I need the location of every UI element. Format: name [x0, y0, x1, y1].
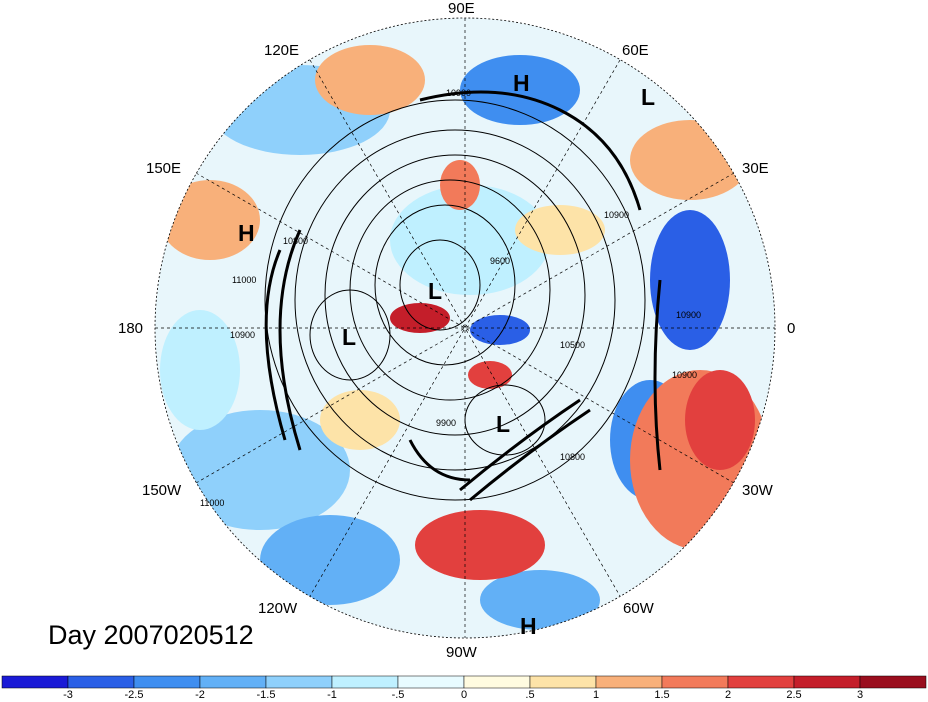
lon-label-30w: 30W: [742, 482, 773, 499]
colorbar-tick-label: 2.5: [786, 689, 802, 701]
low-pressure-marker: L: [641, 84, 656, 110]
colorbar-tick-label: -1.5: [256, 689, 276, 701]
colorbar-swatch: [331, 675, 399, 689]
colorbar-tick-label: -2: [195, 689, 205, 701]
colorbar-tick-label: 2: [724, 689, 732, 701]
lon-label-60e: 60E: [622, 42, 649, 59]
contour-label: 10900: [672, 370, 698, 380]
low-pressure-marker: L: [342, 324, 357, 350]
colorbar-swatch: [265, 675, 333, 689]
anomaly-field: [155, 18, 775, 638]
contour-label: 10800: [283, 236, 309, 246]
colorbar-tick-label: .5: [525, 689, 535, 701]
high-pressure-marker: H: [238, 220, 255, 246]
lon-label-90w: 90W: [446, 644, 477, 661]
contour-label: 10900: [676, 310, 702, 320]
lon-label-150e: 150E: [146, 160, 182, 177]
lon-label-30e: 30E: [742, 160, 769, 177]
lon-label-150w: 150W: [142, 482, 182, 499]
lon-label-180: 180: [118, 320, 144, 337]
colorbar-swatch: [859, 675, 927, 689]
colorbar-tick-label: 1.5: [654, 689, 670, 701]
high-pressure-marker: H: [520, 613, 537, 639]
contour-label: 10900: [446, 88, 472, 98]
colorbar-swatch: [661, 675, 729, 689]
colorbar-tick-label: -3: [63, 689, 73, 701]
colorbar: [1, 675, 927, 689]
contour-label: 11000: [200, 498, 225, 508]
colorbar-swatch: [727, 675, 795, 689]
colorbar-swatch: [397, 675, 465, 689]
contour-label: 10500: [560, 340, 586, 350]
lon-label-0: 0: [787, 320, 796, 337]
high-pressure-marker: H: [513, 70, 530, 96]
colorbar-tick-label: -1: [327, 689, 337, 701]
colorbar-tick-label: -.5: [391, 689, 405, 701]
colorbar-tick-label: 3: [856, 689, 864, 701]
date-title: Day 2007020512: [48, 620, 254, 650]
contour-label: 9600: [490, 256, 511, 266]
colorbar-tick-label: 1: [592, 689, 600, 701]
lon-label-120w: 120W: [258, 600, 298, 617]
colorbar-swatch: [463, 675, 531, 689]
lon-label-120e: 120E: [264, 42, 300, 59]
contour-label: 10900: [230, 330, 256, 340]
lon-label-60w: 60W: [623, 600, 654, 617]
contour-label: 11000: [232, 275, 257, 285]
colorbar-tick-label: 0: [460, 689, 468, 701]
colorbar-swatch: [529, 675, 597, 689]
lon-label-90e: 90E: [448, 0, 475, 17]
colorbar-swatch: [793, 675, 861, 689]
colorbar-swatch: [67, 675, 135, 689]
colorbar-swatch: [1, 675, 69, 689]
low-pressure-marker: L: [496, 411, 511, 437]
colorbar-swatch: [199, 675, 267, 689]
contour-label: 10900: [604, 210, 630, 220]
colorbar-swatch: [595, 675, 663, 689]
colorbar-tick-label: -2.5: [124, 689, 144, 701]
contour-label: 9900: [436, 418, 457, 428]
low-pressure-marker: L: [428, 278, 443, 304]
colorbar-swatch: [133, 675, 201, 689]
contour-label: 10800: [560, 452, 586, 462]
